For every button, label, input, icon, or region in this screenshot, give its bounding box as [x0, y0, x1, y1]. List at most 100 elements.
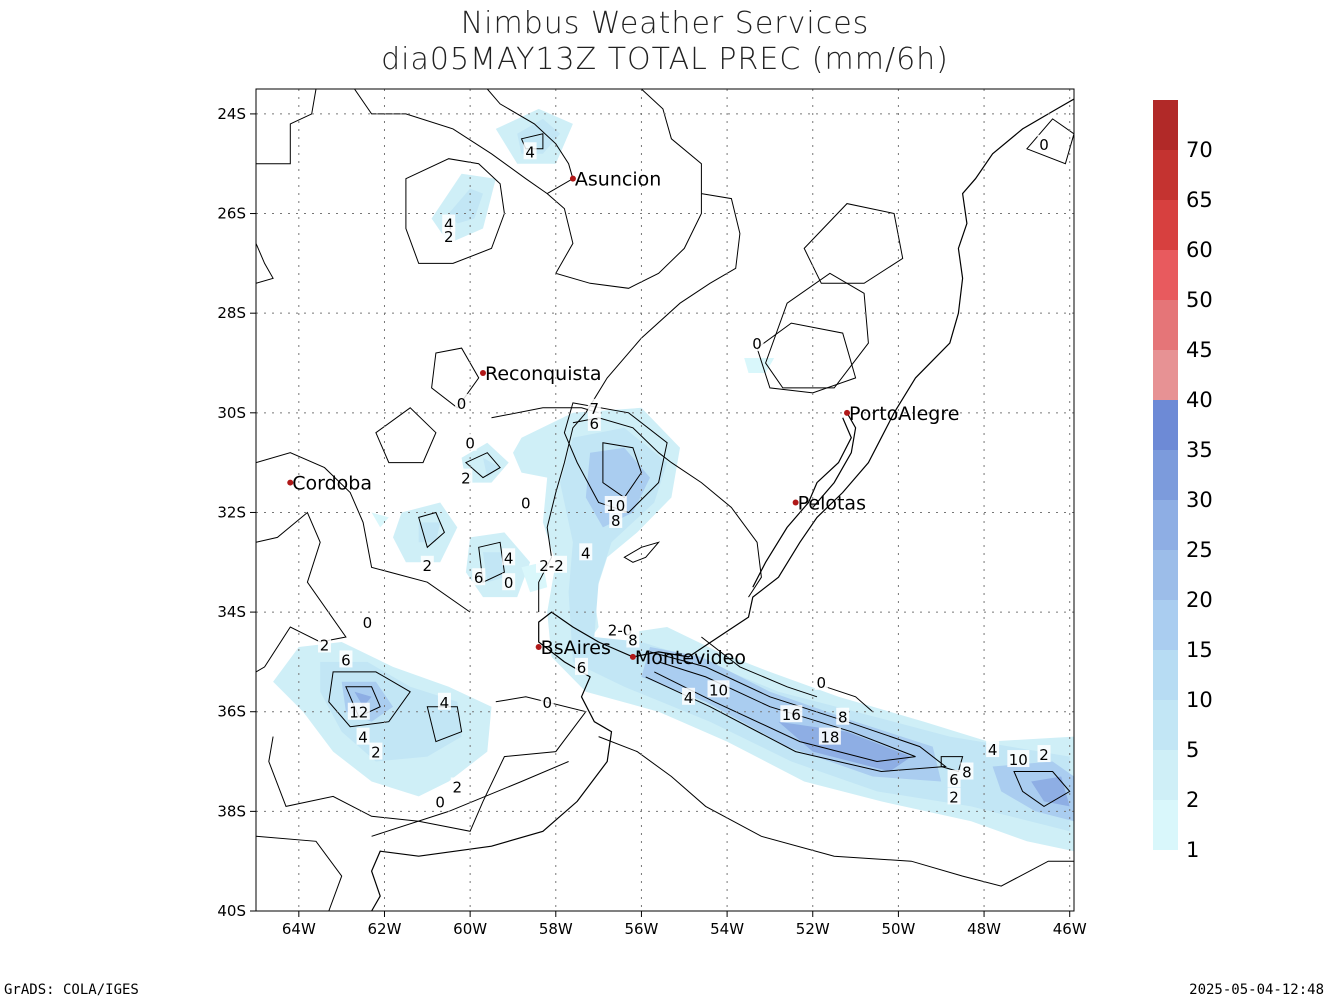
contour-label-bg — [814, 672, 828, 690]
contour-label: 6 — [577, 659, 587, 677]
colorbar-swatch-11 — [1153, 250, 1178, 300]
lat-tick-label: 34S — [217, 603, 246, 621]
map-title: Nimbus Weather Services — [460, 6, 870, 41]
contour-line-0 — [405, 158, 505, 264]
contour-label: 8 — [838, 709, 848, 727]
colorbar-label: 50 — [1186, 288, 1213, 312]
contour-line-24 — [256, 835, 343, 911]
contour-line-4 — [418, 511, 446, 549]
contour-label-bg — [360, 613, 374, 631]
contour-label: 6 — [474, 569, 484, 587]
lagoon-outline — [623, 541, 661, 563]
lat-tick-label: 28S — [217, 304, 246, 322]
precip-region-10 — [1031, 776, 1070, 807]
contour-label: 0 — [504, 574, 514, 592]
contour-label: 2 — [949, 788, 959, 806]
contour-label-bg — [780, 705, 803, 723]
city-marker-reconquista — [479, 369, 486, 376]
contour-line-1 — [563, 402, 668, 514]
border-line-2 — [641, 89, 702, 194]
colorbar-label: 65 — [1186, 188, 1213, 212]
lon-tick-label: 54W — [710, 920, 744, 938]
contour-line-6 — [328, 671, 411, 728]
border-line-5 — [371, 761, 569, 837]
border-line-0 — [354, 89, 702, 289]
contour-label: 4 — [444, 216, 454, 234]
colorbar-label: 2 — [1186, 788, 1199, 812]
contour-label-bg — [707, 680, 730, 698]
contour-line-20 — [256, 452, 471, 613]
colorbar-swatch-3 — [1153, 650, 1178, 700]
lon-tick-label: 64W — [282, 920, 316, 938]
lat-tick-label: 36S — [217, 703, 246, 721]
coastline-segment-1 — [752, 417, 852, 588]
city-label-portoalegre: PortoAlegre — [849, 403, 959, 425]
contour-line-18 — [431, 347, 480, 409]
precip-region-13 — [525, 437, 561, 468]
contour-label: 4 — [525, 143, 535, 161]
contour-label: 4 — [504, 549, 514, 567]
city-marker-pelotas — [792, 499, 799, 506]
contour-label-bg — [347, 702, 370, 720]
contour-label: 6 — [949, 771, 959, 789]
colorbar-label: 45 — [1186, 338, 1213, 362]
contour-label-bg — [574, 657, 588, 675]
contour-label: 10 — [606, 497, 625, 515]
precip-region-18 — [371, 512, 389, 528]
contour-label-bg — [339, 650, 353, 668]
contour-label-bg — [356, 727, 370, 745]
colorbar-label: 40 — [1186, 388, 1213, 412]
contour-label-bg — [947, 769, 961, 787]
contour-label-bg — [472, 568, 486, 586]
colorbar-swatch-10 — [1153, 300, 1178, 350]
contour-label: 4 — [581, 544, 591, 562]
plot-frame — [255, 88, 1075, 912]
colorbar-swatch-4 — [1153, 600, 1178, 650]
contour-label-bg — [540, 692, 554, 710]
contour-label-bg — [836, 707, 850, 725]
contour-label-bg — [1007, 750, 1030, 768]
colorbar-swatch-0 — [1153, 800, 1178, 850]
contour-lines — [256, 89, 1074, 911]
contour-line-14 — [765, 272, 869, 389]
contour-line-2 — [602, 442, 642, 499]
precip-region-22 — [354, 691, 372, 707]
contour-label-bg — [437, 692, 451, 710]
map-subtitle: dia05MAY13Z TOTAL PREC (mm/6h) — [381, 42, 949, 77]
city-marker-asuncion — [569, 175, 576, 182]
city-label-cordoba: Cordoba — [292, 473, 372, 495]
contour-label-bg — [450, 777, 464, 795]
precip-region-12 — [483, 457, 501, 478]
contour-label-bg — [502, 573, 516, 591]
contour-label: 0 — [435, 793, 445, 811]
colorbar-swatch-6 — [1153, 500, 1178, 550]
city-marker-montevideo — [629, 653, 636, 660]
city-marker-bsaires — [535, 643, 542, 650]
contour-label: 7 — [590, 400, 600, 418]
contour-label-bg — [587, 413, 601, 431]
border-line-3 — [538, 193, 741, 613]
contour-line-28 — [701, 636, 818, 698]
colorbar-label: 70 — [1186, 138, 1213, 162]
precip-shading — [273, 108, 1074, 852]
contour-label: 2-0 — [608, 622, 633, 640]
colorbar-label: 20 — [1186, 588, 1213, 612]
contour-label-bg — [433, 792, 447, 810]
coastline — [370, 98, 1074, 911]
colorbar-swatch-14 — [1153, 100, 1178, 150]
contour-label-bg — [463, 433, 477, 451]
contour-label-bg — [536, 555, 568, 573]
contour-label: 10 — [1009, 751, 1028, 769]
contour-label-bg — [682, 687, 696, 705]
colorbar-swatch-7 — [1153, 450, 1178, 500]
contour-label-bg — [523, 142, 537, 160]
lon-tick-label: 56W — [624, 920, 658, 938]
contour-label: 0 — [363, 614, 373, 632]
contour-label-bg — [420, 555, 434, 573]
contour-label: 2 — [444, 228, 454, 246]
contour-label-bg — [1037, 134, 1051, 152]
contour-line-15 — [756, 322, 857, 394]
contour-label: 6 — [341, 651, 351, 669]
contour-label-bg — [818, 727, 841, 745]
